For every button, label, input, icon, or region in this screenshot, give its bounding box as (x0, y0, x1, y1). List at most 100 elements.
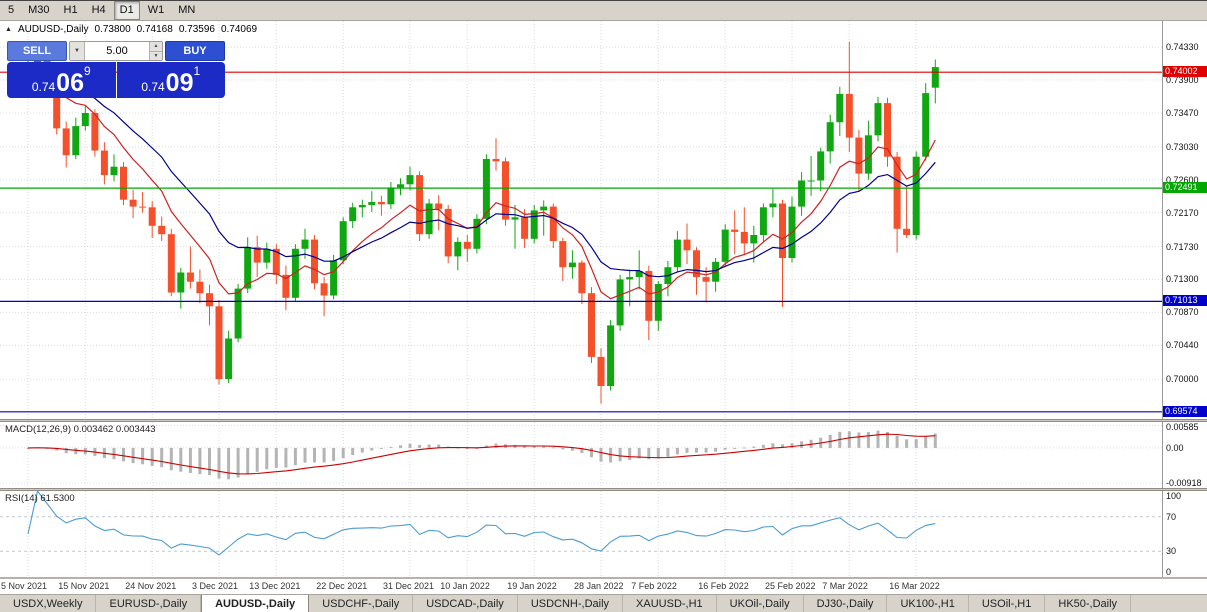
timeframe-button-m30[interactable]: M30 (28, 4, 50, 16)
price-level-badge: 0.74002 (1163, 66, 1207, 78)
price-tick: 0.73900 (1166, 75, 1199, 85)
date-label: 7 Feb 2022 (631, 581, 677, 591)
volume-dropdown-button[interactable]: ▼ (70, 42, 85, 60)
rsi-label: RSI(14) (5, 493, 38, 504)
price-tick: 0.72170 (1166, 207, 1199, 218)
volume-spin-buttons: ▲ ▼ (149, 42, 162, 60)
macd-tick: 0.00585 (1166, 422, 1199, 432)
buy-price-major: 0.74 (141, 80, 165, 94)
chart-tab[interactable]: USDCAD-,Daily (413, 595, 518, 612)
rsi-panel[interactable]: 100 70 30 0 RSI(14) 61.5300 (0, 491, 1207, 577)
close-value: 0.74069 (220, 24, 258, 35)
time-axis: 5 Nov 2021 15 Nov 2021 24 Nov 2021 3 Dec 20… (0, 579, 1207, 594)
buy-price-pips: 09 (165, 69, 194, 97)
symbol-label: AUDUSD-,Daily (17, 24, 89, 35)
price-axis: 0.74330 0.73900 0.73470 0.73030 0.72600 0.721… (1162, 21, 1207, 419)
rsi-tick: 70 (1166, 511, 1177, 522)
macd-tick: -0.00918 (1166, 478, 1202, 488)
price-level-badge: 0.71013 (1163, 295, 1207, 307)
price-tick: 0.71730 (1166, 241, 1199, 252)
date-label: 5 Nov 2021 (1, 581, 48, 591)
volume-input[interactable] (85, 42, 149, 60)
price-tick: 0.71300 (1166, 274, 1199, 285)
date-label: 31 Dec 2021 (383, 581, 435, 591)
buy-price-display[interactable]: 0.74 09 1 (116, 62, 225, 98)
panel-splitter[interactable] (0, 488, 1207, 491)
price-tick: 0.72600 (1166, 174, 1199, 185)
main-chart-panel[interactable]: 0.74330 0.73900 0.73470 0.73030 0.72600 0.721… (0, 21, 1207, 419)
bid-ask-row: 0.74 06 9 0.74 09 1 (7, 62, 225, 98)
price-tick: 0.73470 (1166, 108, 1199, 118)
rsi-tick: 0 (1166, 567, 1172, 577)
timeframe-button-h4[interactable]: H4 (91, 4, 106, 16)
date-label: 24 Nov 2021 (125, 581, 177, 591)
date-label: 22 Dec 2021 (316, 581, 368, 591)
chart-tab[interactable]: USDX,Weekly (0, 595, 97, 612)
date-label: 13 Dec 2021 (249, 581, 301, 591)
panel-splitter[interactable] (0, 419, 1207, 422)
chart-tab[interactable]: USDCHF-,Daily (309, 595, 414, 612)
date-label: 25 Feb 2022 (765, 581, 816, 591)
volume-down-button[interactable]: ▼ (150, 51, 162, 60)
chart-tab[interactable]: AUDUSD-,Daily (201, 595, 310, 612)
macd-readout: MACD(12,26,9) 0.003462 0.003443 (5, 424, 156, 435)
buy-price-fraction: 1 (193, 64, 201, 78)
timeframe-button-d1[interactable]: D1 (113, 1, 140, 20)
open-value: 0.73800 (94, 24, 131, 35)
chart-tabs-bar: USDX,Weekly EURUSD-,Daily AUDUSD-,Daily USD… (0, 594, 1207, 612)
sell-price-pips: 06 (56, 69, 84, 97)
date-label: 19 Jan 2022 (507, 581, 557, 591)
low-value: 0.73596 (178, 24, 215, 35)
date-label: 15 Nov 2021 (58, 581, 110, 591)
chart-tab[interactable]: DJ30-,Daily (804, 595, 888, 612)
rsi-chart[interactable] (0, 491, 1162, 577)
macd-chart[interactable] (0, 422, 1162, 488)
chart-tab[interactable]: EURUSD-,Daily (96, 595, 202, 612)
rsi-readout: RSI(14) 61.5300 (5, 493, 75, 504)
candlestick-chart[interactable] (0, 21, 1162, 419)
chart-tab[interactable]: USOil-,H1 (969, 595, 1046, 612)
price-level-badge: 0.69574 (1163, 405, 1207, 417)
volume-up-button[interactable]: ▲ (150, 42, 162, 52)
date-label: 28 Jan 2022 (574, 581, 624, 591)
chart-tab[interactable]: UKOil-,Daily (717, 595, 804, 612)
price-tick: 0.70870 (1166, 307, 1199, 318)
ohlc-readout: ▲ AUDUSD-,Daily 0.73800 0.74168 0.73596 … (5, 24, 257, 35)
price-tick: 0.70440 (1166, 340, 1199, 351)
sell-price-fraction: 9 (83, 64, 91, 78)
chart-tab[interactable]: UK100-,H1 (887, 595, 969, 612)
price-tick: 0.70000 (1166, 374, 1199, 385)
chart-tab[interactable]: HK50-,Daily (1045, 595, 1132, 612)
volume-stepper: ▼ ▲ ▼ (69, 41, 163, 61)
macd-values: 0.003462 0.003443 (73, 424, 156, 435)
timeframe-button-w1[interactable]: W1 (147, 4, 165, 16)
timeframe-button-mn[interactable]: MN (178, 4, 196, 16)
rsi-tick: 30 (1166, 546, 1177, 557)
timeframe-toolbar: 5 M30 H1 H4 D1 W1 MN (0, 1, 1207, 21)
macd-label: MACD(12,26,9) (5, 424, 71, 435)
sell-button[interactable]: SELL (7, 41, 67, 61)
date-label: 16 Mar 2022 (889, 581, 940, 591)
rsi-value: 61.5300 (40, 493, 75, 504)
timeframe-button-h1[interactable]: H1 (63, 4, 78, 16)
macd-tick: 0.00 (1166, 442, 1184, 453)
timeframe-button-5[interactable]: 5 (8, 4, 15, 16)
sell-price-major: 0.74 (31, 80, 56, 94)
price-tick: 0.74330 (1166, 42, 1199, 53)
date-label: 7 Mar 2022 (822, 581, 868, 591)
high-value: 0.74168 (136, 24, 173, 35)
chart-tab[interactable]: XAUUSD-,H1 (623, 595, 717, 612)
date-label: 3 Dec 2021 (192, 581, 239, 591)
date-label: 10 Jan 2022 (440, 581, 490, 591)
buy-button[interactable]: BUY (165, 41, 225, 61)
sell-price-display[interactable]: 0.74 06 9 (7, 62, 116, 98)
date-label: 16 Feb 2022 (698, 581, 749, 591)
rsi-axis: 100 70 30 0 (1162, 491, 1207, 577)
chart-tab[interactable]: USDCNH-,Daily (518, 595, 624, 612)
macd-panel[interactable]: 0.00585 0.00 -0.00918 MACD(12,26,9) 0.0034… (0, 422, 1207, 488)
rsi-tick: 100 (1166, 491, 1182, 501)
trade-controls-row: SELL ▼ ▲ ▼ BUY (7, 41, 225, 61)
symbol-icon: ▲ (5, 26, 12, 33)
price-level-badge: 0.72491 (1163, 182, 1207, 194)
